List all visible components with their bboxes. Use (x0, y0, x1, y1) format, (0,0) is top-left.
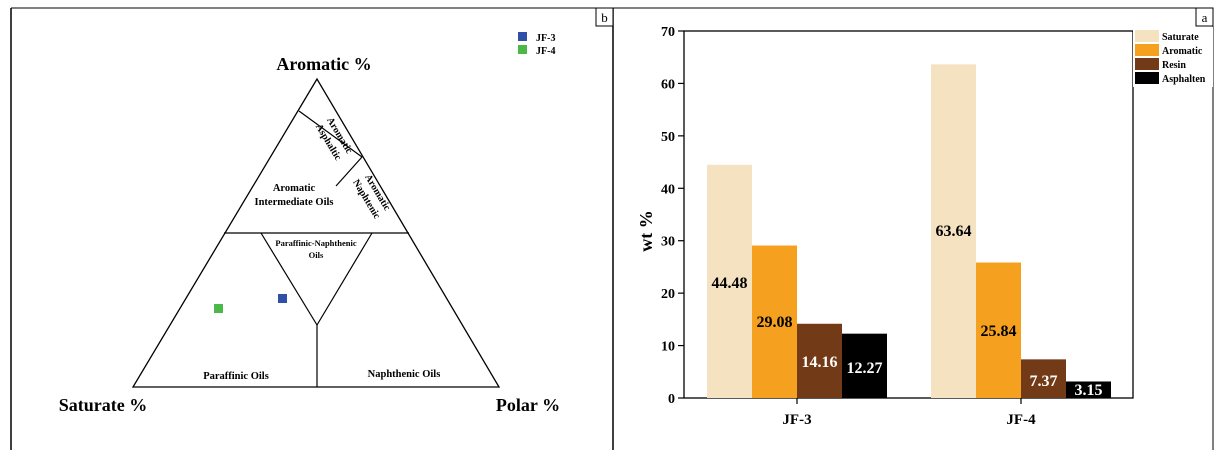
data-label: 44.48 (712, 275, 748, 292)
y-tick-label: 0 (668, 392, 675, 407)
region-label-naphthenic: Naphthenic Oils (368, 369, 441, 380)
region-label-paraffinic-naphthenic-2: Oils (309, 250, 324, 260)
region-aromatic-asphaltic: Aromatic Asphaltic (313, 115, 355, 163)
apex-label-aromatic: Aromatic % (276, 54, 371, 74)
x-axis-ticks: JF-3 JF-4 (782, 398, 1036, 428)
data-label: 12.27 (847, 360, 883, 377)
region-label-aromatic-intermediate-2: Intermediate Oils (254, 197, 333, 208)
sample-point-jf4 (214, 304, 223, 313)
boundary-aromatic-mid (335, 156, 363, 187)
data-label: 29.08 (757, 314, 793, 331)
panel-label-b: b (601, 10, 608, 25)
panel-label-a: a (1202, 10, 1208, 25)
bar-saturate-jf-4 (931, 64, 976, 398)
y-tick-label: 20 (661, 287, 675, 302)
data-label: 14.16 (802, 354, 838, 371)
legend-label-saturate: Saturate (1162, 32, 1199, 43)
legend-label-resin: Resin (1162, 60, 1186, 71)
y-tick-label: 60 (661, 77, 675, 92)
legend-label-jf3: JF-3 (536, 33, 555, 44)
data-label: 3.15 (1075, 382, 1103, 399)
y-tick-label: 70 (661, 25, 675, 40)
sample-point-jf3 (278, 294, 287, 303)
panel-label-box-a (1195, 7, 1214, 27)
chart-legend: Saturate Aromatic Resin Asphalten (1133, 27, 1213, 87)
legend-label-jf4: JF-4 (536, 46, 555, 57)
ternary-diagram: b JF-3 JF-4 Aromatic % Polar % Saturate … (10, 7, 614, 450)
x-tick-label: JF-4 (1006, 412, 1036, 428)
panel-label-box-b (595, 7, 614, 27)
apex-label-saturate: Polar % (496, 395, 560, 415)
legend-swatch-aromatic (1135, 44, 1159, 56)
y-tick-label: 50 (661, 130, 675, 145)
bar-aromatic-jf-3 (752, 245, 797, 398)
legend-swatch-saturate (1135, 30, 1159, 42)
bar-series: 44.48 29.08 14.16 12.27 63.64 25.84 7.37 3.15 (707, 64, 1111, 399)
x-tick-label: JF-3 (782, 412, 811, 428)
y-tick-label: 40 (661, 182, 675, 197)
bar-asphalten-jf-4 (1066, 381, 1111, 398)
boundary-inverted-left (260, 232, 318, 326)
bar-resin-jf-3 (797, 323, 842, 398)
region-label-aromatic-intermediate-1: Aromatic (273, 183, 316, 194)
legend-swatch-asphalten (1135, 72, 1159, 84)
data-label: 25.84 (981, 323, 1017, 340)
bar-asphalten-jf-3 (842, 333, 887, 398)
legend-label-asphalten: Asphalten (1162, 74, 1206, 85)
y-axis-ticks: 0 10 20 30 40 50 60 70 (661, 25, 684, 407)
region-label-paraffinic: Paraffinic Oils (203, 371, 269, 382)
region-label-paraffinic-naphthenic-1: Paraffinic-Naphthenic (275, 238, 356, 248)
legend-swatch-jf3 (518, 32, 527, 41)
bar-aromatic-jf-4 (976, 262, 1021, 398)
legend-swatch-jf4 (518, 45, 527, 54)
y-tick-label: 10 (661, 340, 675, 355)
plot-area (683, 30, 1134, 399)
y-tick-label: 30 (661, 235, 675, 250)
data-label: 7.37 (1030, 373, 1058, 390)
bar-resin-jf-4 (1021, 359, 1066, 398)
legend-swatch-resin (1135, 58, 1159, 70)
legend-label-aromatic: Aromatic (1162, 46, 1203, 57)
y-axis-label: wt % (636, 210, 656, 252)
apex-label-polar: Saturate % (59, 395, 148, 415)
bar-saturate-jf-3 (707, 164, 752, 398)
boundary-aromatic-top (298, 110, 363, 158)
legend-background (1133, 27, 1213, 87)
data-label: 63.64 (936, 223, 972, 240)
boundary-inverted-right (316, 232, 373, 326)
region-aromatic-naphtenic: Aromatic Naphtenic (350, 172, 393, 221)
